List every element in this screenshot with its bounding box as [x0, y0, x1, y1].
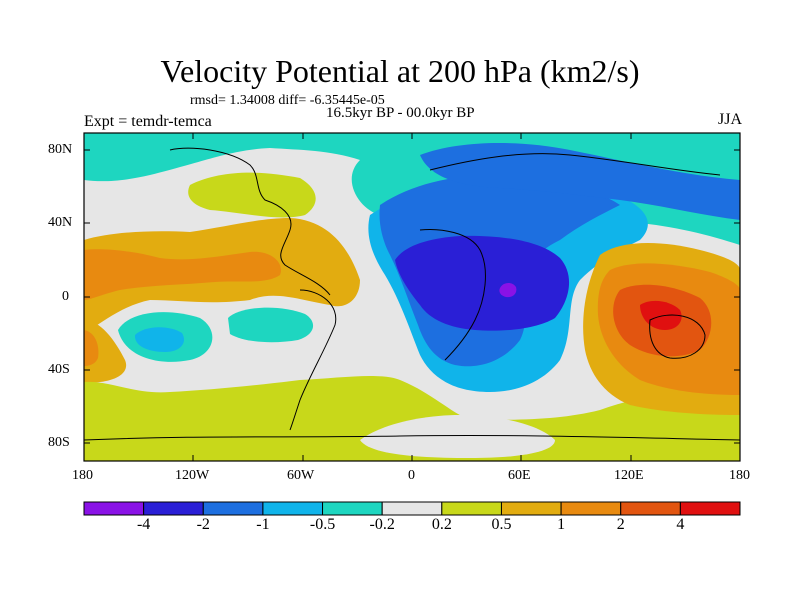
coast-north-america [169, 147, 331, 296]
map-title: Velocity Potential at 200 hPa (km2/s) [160, 53, 640, 89]
cyan-south-america [228, 307, 314, 343]
blue-eurasia [420, 143, 740, 220]
colorbar-box [381, 501, 443, 516]
orange-core [84, 249, 281, 300]
colorbar [83, 501, 741, 516]
lat-tick-marks [84, 149, 740, 444]
lon-label-180e: 180 [729, 468, 750, 483]
yellow-green-patch [188, 172, 316, 218]
colorbar-box [441, 501, 502, 516]
coast-australia [649, 314, 706, 359]
lat-label-0: 0 [62, 289, 69, 304]
lat-label-40n: 40N [48, 215, 73, 230]
colorbar-box [560, 501, 622, 516]
purple-center [499, 282, 517, 298]
colorbar-label: -1 [256, 516, 270, 533]
colorbar-box [202, 501, 264, 516]
lon-tick-marks [83, 133, 741, 461]
lon-label-60w: 60W [287, 468, 315, 483]
stats-line: rmsd= 1.34008 diff= -6.35445e-05 [190, 93, 385, 108]
lon-label-120w: 120W [175, 468, 210, 483]
contour-fill [84, 133, 740, 461]
coast-africa [419, 229, 486, 361]
period-line: 16.5kyr BP - 00.0kyr BP [326, 105, 475, 121]
experiment-label: Expt = temdr-temca [84, 113, 212, 130]
colorbar-label: 0.2 [431, 516, 452, 533]
colorbar-label: 1 [557, 516, 566, 533]
colorbar-box [322, 501, 383, 516]
lon-label-0: 0 [408, 468, 415, 483]
coastlines [84, 147, 740, 441]
lon-label-60e: 60E [508, 468, 531, 483]
dark-blue-core [395, 235, 570, 331]
colorbar-label: 2 [616, 516, 625, 533]
coast-south-america [289, 289, 337, 431]
orange-south-tongue [84, 320, 127, 383]
colorbar-box [143, 501, 204, 516]
colorbar-label: -4 [136, 516, 151, 533]
lon-label-120e: 120E [614, 468, 644, 483]
colorbar-box [679, 501, 741, 516]
blue-south-pacific [134, 327, 185, 352]
colorbar-box [262, 501, 324, 516]
coast-antarctica [84, 434, 740, 441]
colorbar-box [620, 501, 681, 516]
colorbar-box [83, 501, 145, 516]
colorbar-label: 4 [676, 516, 685, 533]
colorbar-label: -0.5 [309, 516, 336, 533]
gray-antarctic-patch [360, 415, 555, 458]
orange-south-core [84, 330, 99, 366]
colorbar-label: 0.5 [491, 516, 512, 533]
yellow-green-southern-band [84, 375, 740, 461]
colorbar-box [500, 501, 562, 516]
red-maritime-core [640, 300, 682, 330]
lat-label-40s: 40S [48, 362, 70, 377]
lon-label-180w: 180 [72, 468, 93, 483]
lat-label-80n: 80N [48, 142, 73, 157]
lat-label-80s: 80S [48, 435, 70, 450]
colorbar-label: -0.2 [369, 516, 395, 533]
coast-eurasia [429, 153, 721, 176]
colorbar-label: -2 [196, 516, 210, 533]
season-label: JJA [717, 111, 742, 128]
